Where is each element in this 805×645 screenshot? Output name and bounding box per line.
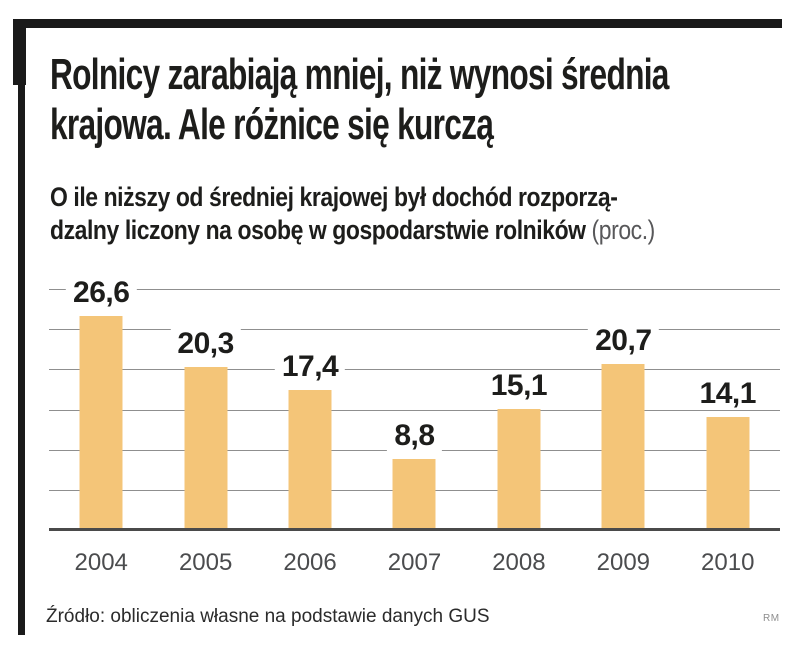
chart-unit-label: (proc.) xyxy=(591,215,656,245)
chart-subtitle-line-1: O ile niższy od średniej krajowej był do… xyxy=(50,182,618,212)
bar-column: 20,7 xyxy=(571,289,675,530)
chart-subtitle-text: dzalny liczony na osobę w gospodarstwie … xyxy=(50,215,586,245)
x-axis-labels: 2004 2005 2006 2007 2008 2009 2010 xyxy=(49,549,780,577)
x-axis-baseline xyxy=(49,528,780,531)
gridline xyxy=(49,329,780,331)
bar-column: 26,6 xyxy=(49,278,153,530)
bar-value-label: 8,8 xyxy=(387,421,442,452)
chart-subtitle-line-2: dzalny liczony na osobę w gospodarstwie … xyxy=(50,214,655,247)
bar-value-label: 17,4 xyxy=(274,352,346,383)
x-axis-label: 2010 xyxy=(701,549,755,576)
bar-2005 xyxy=(184,366,228,530)
x-axis-label: 2004 xyxy=(74,549,128,576)
bar-2007 xyxy=(392,459,436,530)
credit-text: RM xyxy=(763,613,780,624)
source-text: Źródło: obliczenia własne na podstawie d… xyxy=(46,606,490,627)
x-axis-label: 2008 xyxy=(492,549,546,576)
gridline xyxy=(49,409,780,411)
chart-subtitle: O ile niższy od średniej krajowej był do… xyxy=(50,181,762,247)
bar-column: 20,3 xyxy=(153,289,257,530)
gridline xyxy=(49,369,780,371)
headline-line-1: Rolnicy zarabiają mniej, niż wynosi śred… xyxy=(50,50,669,99)
bar-2009 xyxy=(601,363,645,530)
bar-2008 xyxy=(497,408,541,530)
x-axis-label: 2007 xyxy=(387,549,442,576)
gridline xyxy=(49,289,780,290)
plot-area: 26,6 20,3 17,4 8,8 15,1 20,7 14,1 xyxy=(49,278,780,531)
bar-column: 14,1 xyxy=(676,289,780,530)
bar-column: 17,4 xyxy=(258,289,362,530)
bar-2006 xyxy=(288,390,332,530)
frame-corner-block xyxy=(13,19,26,85)
bars-layer: 26,6 20,3 17,4 8,8 15,1 20,7 14,1 xyxy=(49,278,780,530)
bar-column: 15,1 xyxy=(467,289,571,530)
frame-top-rule xyxy=(13,19,782,28)
x-axis-label: 2006 xyxy=(283,549,337,576)
x-axis-label: 2009 xyxy=(596,549,651,576)
headline-line-2: krajowa. Ale różnice się kurczą xyxy=(50,100,494,149)
x-axis-label: 2005 xyxy=(178,549,233,576)
bar-value-label: 14,1 xyxy=(692,378,763,409)
bar-value-label: 26,6 xyxy=(66,278,137,309)
bar-value-label: 15,1 xyxy=(483,370,555,401)
headline: Rolnicy zarabiają mniej, niż wynosi śred… xyxy=(50,50,805,150)
bar-value-label: 20,7 xyxy=(588,325,659,356)
bar-2010 xyxy=(706,416,750,530)
frame-left-rule xyxy=(18,85,25,635)
bar-column: 8,8 xyxy=(362,289,466,530)
bar-value-label: 20,3 xyxy=(170,328,241,359)
bar-2004 xyxy=(79,316,123,530)
